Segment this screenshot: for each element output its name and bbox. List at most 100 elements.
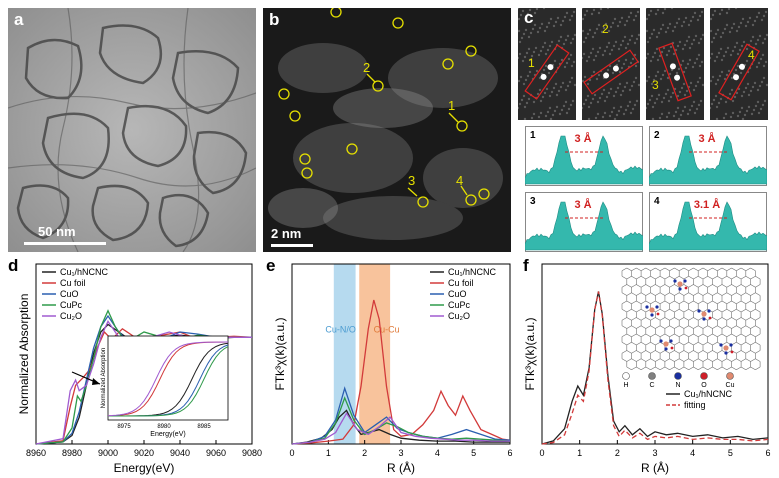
crop-noise-dot: [526, 12, 530, 16]
series-line-3: [291, 396, 511, 445]
crop-noise-dot: [698, 64, 702, 68]
crop-noise-dot: [699, 37, 703, 41]
crop-noise-dot: [651, 117, 655, 120]
inset-series-4: [107, 341, 228, 417]
crop-noise-dot: [753, 81, 757, 85]
crop-noise-dot: [519, 13, 523, 17]
crop-noise-dot: [690, 104, 694, 108]
crop-noise-dot: [583, 75, 587, 79]
shaded-region-1: [359, 264, 391, 444]
n-atom: [664, 347, 668, 351]
x-tick-label: 9000: [98, 448, 118, 458]
inset-x-label: Energy(eV): [150, 431, 185, 438]
element-legend-dot: [648, 372, 656, 380]
crop-noise-dot: [723, 27, 727, 31]
crop-noise-dot: [541, 45, 545, 49]
crop-noise-dot: [725, 23, 729, 27]
line-profile-4: 4 3.1 Å: [649, 192, 767, 252]
crop-noise-dot: [553, 59, 557, 63]
crop-noise-dot: [539, 111, 543, 115]
crop-noise-dot: [587, 105, 591, 109]
crop-noise-dot: [608, 52, 612, 56]
crop-noise-dot: [610, 110, 614, 114]
crop-noise-dot: [679, 113, 683, 117]
crop-noise-dot: [685, 89, 689, 93]
crop-noise-dot: [724, 112, 728, 116]
crop-noise-dot: [739, 71, 743, 75]
crop-noise-dot: [742, 40, 746, 44]
crop-noise-dot: [607, 29, 611, 33]
crop-noise-dot: [521, 9, 525, 13]
x-tick-label: 6: [765, 448, 770, 458]
crop-noise-dot: [684, 66, 688, 70]
crop-noise-dot: [730, 88, 734, 92]
crop-image-2: 2: [582, 8, 640, 120]
crop-noise-dot: [525, 101, 529, 105]
crop-noise-dot: [743, 113, 747, 117]
y-axis-label: FTk³χ(k)(a.u.): [523, 318, 537, 391]
crop-noise-dot: [538, 88, 542, 92]
series-line-4: [291, 412, 510, 445]
crop-noise-dot: [646, 17, 649, 21]
crop-noise-dot: [599, 8, 603, 11]
n-atom: [702, 317, 706, 321]
crop-noise-dot: [594, 116, 598, 120]
crop-noise-dot: [754, 104, 758, 108]
crop-noise-dot: [698, 14, 702, 18]
crop-noise-dot: [541, 95, 545, 99]
crop-noise-dot: [568, 80, 572, 84]
crop-noise-dot: [670, 8, 674, 10]
crop-noise-dot: [681, 47, 685, 51]
crop-noise-dot: [740, 106, 744, 110]
crop-noise-dot: [612, 44, 616, 48]
crop-noise-dot: [661, 73, 665, 77]
crop-noise-dot: [669, 95, 673, 99]
crop-noise-dot: [601, 53, 605, 57]
n-atom: [719, 343, 723, 347]
crop-noise-dot: [760, 18, 764, 22]
crop-noise-dot: [623, 23, 627, 27]
scale-bar-a: [24, 242, 106, 245]
crop-noise-dot: [555, 105, 559, 109]
crop-noise-dot: [646, 40, 650, 44]
crop-noise-dot: [520, 98, 524, 102]
crop-noise-dot: [593, 31, 597, 35]
x-tick-label: 1: [326, 448, 331, 458]
crop-noise-dot: [689, 19, 693, 23]
crop-noise-dot: [600, 30, 604, 34]
crop-noise-dot: [525, 51, 529, 55]
crop-noise-dot: [655, 97, 659, 101]
crop-noise-dot: [749, 89, 753, 93]
crop-noise-dot: [601, 115, 605, 119]
crop-noise-dot: [748, 16, 752, 20]
crop-noise-dot: [572, 10, 576, 14]
crop-noise-dot: [731, 111, 735, 115]
crop-noise-dot: [594, 54, 598, 58]
crop-noise-dot: [686, 112, 690, 116]
crop-noise-dot: [592, 58, 596, 62]
crop-noise-dot: [582, 8, 584, 10]
crop-noise-dot: [544, 52, 548, 56]
crop-noise-dot: [570, 76, 574, 80]
crop-noise-dot: [563, 65, 567, 69]
crop-noise-dot: [552, 24, 556, 28]
crop-noise-dot: [624, 46, 628, 50]
crop-noise-dot: [736, 114, 740, 118]
crop-noise-dot: [674, 48, 678, 52]
crop-noise-dot: [764, 10, 768, 14]
crop-image-1: 1: [518, 8, 576, 120]
crop-noise-dot: [701, 33, 704, 37]
crop-noise-dot: [652, 28, 656, 32]
crop-noise-dot: [722, 54, 726, 58]
crop-noise-dot: [737, 87, 741, 91]
crop-noise-dot: [591, 35, 595, 39]
crop-noise-dot: [612, 106, 616, 110]
crop-noise-dot: [518, 52, 522, 56]
x-axis-label: Energy(eV): [114, 461, 175, 475]
crop-noise-dot: [687, 23, 691, 27]
crop-noise-dot: [717, 101, 721, 105]
crop-noise-dot: [587, 55, 591, 59]
atom-dot: [739, 63, 745, 70]
crop-noise-dot: [761, 103, 765, 107]
crop-noise-dot: [756, 38, 760, 42]
